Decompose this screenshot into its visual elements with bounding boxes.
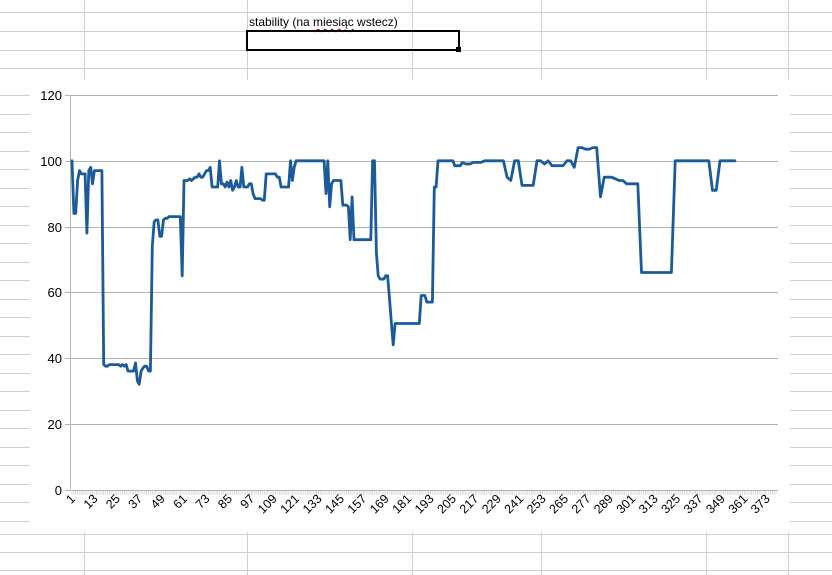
x-tick-label-13: 13 (81, 492, 101, 512)
x-tick-label-97: 97 (238, 492, 258, 512)
x-tick-label-313: 313 (636, 492, 661, 517)
y-tick-label-0: 0 (55, 483, 62, 498)
y-tick-label-40: 40 (48, 351, 62, 366)
x-tick-label-289: 289 (591, 492, 616, 517)
y-tick-label-100: 100 (40, 154, 62, 169)
cell-label-text-1: stability (na (249, 15, 314, 29)
series-line-0[interactable] (70, 146, 737, 386)
x-tick-label-325: 325 (659, 492, 684, 517)
x-minor-tick-path (71, 491, 777, 495)
x-tick-label-229: 229 (479, 492, 504, 517)
x-minor-ticks (71, 491, 777, 495)
x-tick-label-109: 109 (255, 492, 280, 517)
cell-label-stability[interactable]: stability (na miesiąc wstecz) (249, 15, 398, 29)
x-tick-label-49: 49 (148, 492, 168, 512)
fill-handle[interactable] (456, 47, 461, 52)
x-tick-label-265: 265 (546, 492, 571, 517)
selected-cell-cursor[interactable] (246, 30, 460, 51)
x-tick-label-241: 241 (502, 492, 527, 517)
x-tick-label-337: 337 (681, 492, 706, 517)
x-tick-label-85: 85 (215, 492, 235, 512)
x-tick-label-205: 205 (434, 492, 459, 517)
line-chart[interactable]: 0 20 40 60 80 100 120 1 13 25 37 49 61 73 85 9710912113… (30, 80, 790, 532)
x-tick-label-121: 121 (278, 492, 303, 517)
y-tick-label-120: 120 (40, 88, 62, 103)
cell-label-text-2: miesiąc (313, 15, 354, 29)
x-tick-label-157: 157 (345, 492, 370, 517)
x-tick-label-25: 25 (103, 492, 123, 512)
x-tick-label-133: 133 (300, 492, 325, 517)
x-tick-label-217: 217 (457, 492, 482, 517)
x-tick-label-349: 349 (703, 492, 728, 517)
x-tick-label-193: 193 (412, 492, 437, 517)
x-tick-label-145: 145 (322, 492, 347, 517)
x-tick-label-361: 361 (726, 492, 751, 517)
x-tick-label-169: 169 (367, 492, 392, 517)
x-tick-label-277: 277 (569, 492, 594, 517)
chart-object[interactable]: 0 20 40 60 80 100 120 1 13 25 37 49 61 73 85 97 109 121 13… (30, 80, 790, 532)
y-tick-label-20: 20 (48, 417, 62, 432)
x-tick-label-301: 301 (614, 492, 639, 517)
x-tick-label-61: 61 (170, 492, 190, 512)
x-tick-label-37: 37 (126, 492, 146, 512)
y-tick-label-80: 80 (48, 220, 62, 235)
x-tick-label-373: 373 (748, 492, 773, 517)
x-tick-label-181: 181 (390, 492, 415, 517)
x-tick-label-1: 1 (63, 492, 78, 507)
x-tick-label-253: 253 (524, 492, 549, 517)
cell-label-text-3: wstecz) (353, 15, 398, 29)
y-tick-label-60: 60 (48, 285, 62, 300)
x-tick-label-73: 73 (193, 492, 213, 512)
